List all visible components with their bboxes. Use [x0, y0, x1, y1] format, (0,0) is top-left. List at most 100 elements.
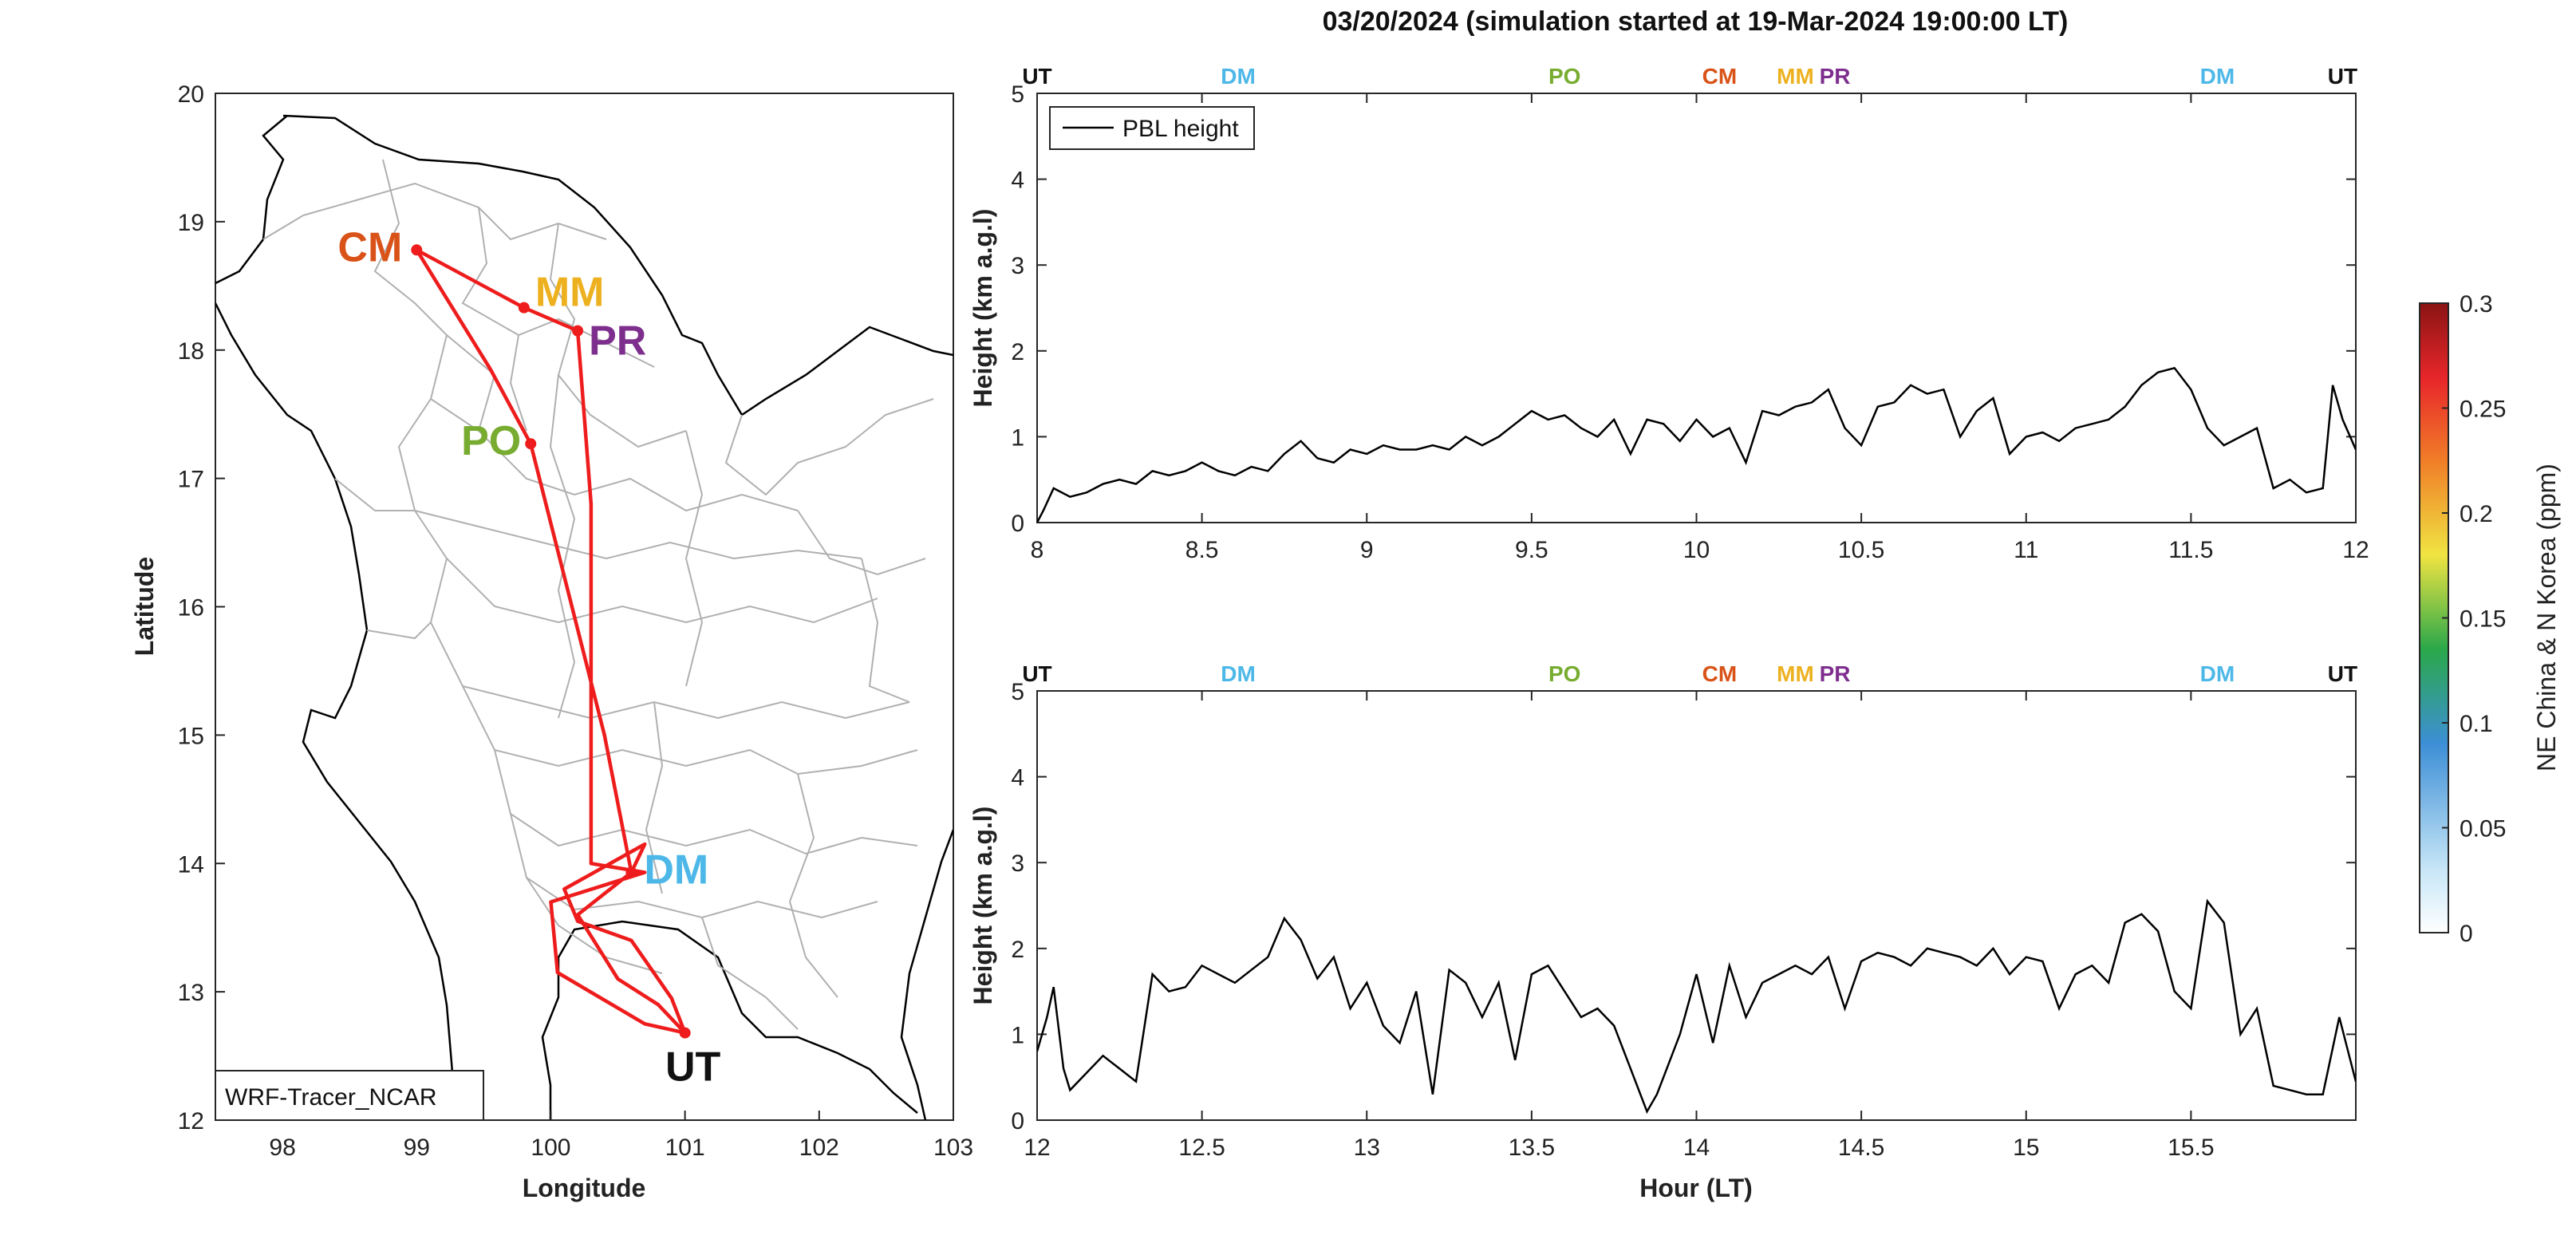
xtick-label: 10 [1683, 537, 1710, 563]
map-xtick-label: 102 [799, 1135, 839, 1161]
xtick-label: 12.5 [1178, 1135, 1225, 1161]
ytick-label: 3 [1011, 850, 1024, 877]
map-xlabel: Longitude [523, 1174, 646, 1202]
station-marker-cm: CM [1702, 64, 1738, 89]
map-ytick-label: 17 [178, 467, 204, 493]
xtick-label: 15 [2013, 1135, 2039, 1161]
map-basemap [215, 114, 953, 1120]
country-border-westcoast [215, 302, 456, 1120]
ytick-label: 3 [1011, 253, 1024, 279]
country-border-west [282, 114, 953, 416]
station-marker-ut: UT [2328, 64, 2357, 89]
map-ytick-label: 15 [178, 723, 204, 749]
xtick-label: 14 [1683, 1135, 1710, 1161]
station-marker-ut: UT [2328, 661, 2357, 686]
ytick-label: 2 [1011, 937, 1024, 963]
station-marker-dm: DM [2200, 64, 2235, 89]
pbl-line-bottom [1037, 898, 2356, 1115]
ytick-label: 4 [1011, 765, 1024, 791]
map-xtick-label: 103 [933, 1135, 973, 1161]
map-legend-box [215, 1070, 484, 1121]
map-ytick-label: 20 [178, 81, 204, 108]
map-ytick-label: 16 [178, 595, 204, 622]
pbl-line-top [1037, 366, 2356, 523]
ytick-label: 0 [1011, 511, 1024, 537]
map-legend: WRF-Tracer_NCAR [215, 1070, 484, 1121]
map-ticks: 98 99 100 101 102 103 12 13 14 15 16 17 18 19 20 [178, 81, 973, 1161]
map-legend-label: WRF-Tracer_NCAR [225, 1084, 437, 1111]
ytick-label: 5 [1011, 679, 1024, 705]
figure-title: 03/20/2024 (simulation started at 19-Mar… [1323, 6, 2069, 37]
station-marker-mm [518, 302, 530, 314]
colorbar-ticks: 0 0.05 0.1 0.15 0.2 0.25 0.3 [2442, 291, 2506, 947]
xtick-label: 10.5 [1838, 537, 1884, 563]
station-marker-ut: UT [1022, 64, 1051, 89]
country-border-east [900, 829, 953, 1120]
top-axes-box [1036, 93, 2357, 523]
map-ytick-label: 18 [178, 338, 204, 365]
top-ylabel: Height (km a.g.l) [968, 209, 997, 408]
xtick-label: 11.5 [2168, 537, 2213, 563]
top-legend-label: PBL height [1122, 116, 1239, 142]
xtick-label: 9 [1360, 537, 1374, 563]
station-marker-mm: MM [1777, 64, 1814, 89]
station-marker-ut [679, 1027, 691, 1039]
colorbar-label: NE China & N Korea (ppm) [2532, 464, 2561, 771]
station-marker-pr: PR [1820, 661, 1851, 686]
colorbar-tick-label: 0.1 [2460, 711, 2493, 737]
station-marker-ut: UT [1022, 661, 1051, 686]
map-ytick-label: 13 [178, 980, 204, 1006]
station-marker-po [525, 438, 537, 450]
station-label-po: PO [461, 418, 521, 464]
colorbar-tick-label: 0.2 [2460, 501, 2493, 527]
station-marker-pr [572, 325, 584, 337]
station-marker-cm [411, 244, 423, 256]
xtick-label: 11 [2014, 537, 2038, 563]
ytick-label: 0 [1011, 1108, 1024, 1135]
xtick-label: 15.5 [2168, 1135, 2214, 1161]
bottom-ylabel: Height (km a.g.l) [968, 807, 997, 1005]
station-label-pr: PR [589, 318, 646, 365]
xtick-label: 13.5 [1509, 1135, 1555, 1161]
station-label-dm: DM [644, 847, 708, 894]
bottom-axes-box [1036, 690, 2357, 1121]
route-line [415, 248, 687, 1035]
xtick-label: 12 [1024, 1135, 1050, 1161]
xtick-label: 8.5 [1185, 537, 1219, 563]
colorbar: 0 0.05 0.1 0.15 0.2 0.25 0.3 NE China & N Kore… [2419, 291, 2561, 947]
colorbar-tick-label: 0.15 [2460, 606, 2506, 633]
station-label-mm: MM [535, 270, 605, 316]
map-ylabel: Latitude [130, 557, 159, 656]
station-marker-dm: DM [1221, 661, 1256, 686]
xtick-label: 13 [1354, 1135, 1380, 1161]
map-xtick-label: 101 [665, 1135, 705, 1161]
map-ytick-label: 19 [178, 210, 204, 236]
map-axes-box [215, 93, 954, 1121]
colorbar-tick-label: 0.05 [2460, 816, 2506, 843]
map-ytick-label: 12 [178, 1108, 204, 1135]
top-legend: PBL height [1049, 106, 1255, 150]
xtick-label: 9.5 [1515, 537, 1548, 563]
colorbar-tick-label: 0.25 [2460, 397, 2506, 423]
ytick-label: 1 [1011, 424, 1024, 451]
station-marker-po: PO [1548, 64, 1580, 89]
ytick-label: 2 [1011, 339, 1024, 365]
map-xtick-label: 100 [531, 1135, 570, 1161]
ytick-label: 4 [1011, 168, 1024, 194]
bottom-xlabel: Hour (LT) [1639, 1174, 1753, 1202]
station-marker-cm: CM [1702, 661, 1738, 686]
colorbar-tick-label: 0.3 [2460, 291, 2493, 318]
country-border-north [215, 115, 288, 285]
station-marker-dm: DM [1221, 64, 1256, 89]
xtick-label: 8 [1031, 537, 1044, 563]
colorbar-tick-label: 0 [2460, 921, 2473, 947]
xtick-label: 12 [2342, 537, 2369, 563]
bottom-station-markers: UT DM PO CM MM PR DM UT [1022, 661, 2357, 686]
